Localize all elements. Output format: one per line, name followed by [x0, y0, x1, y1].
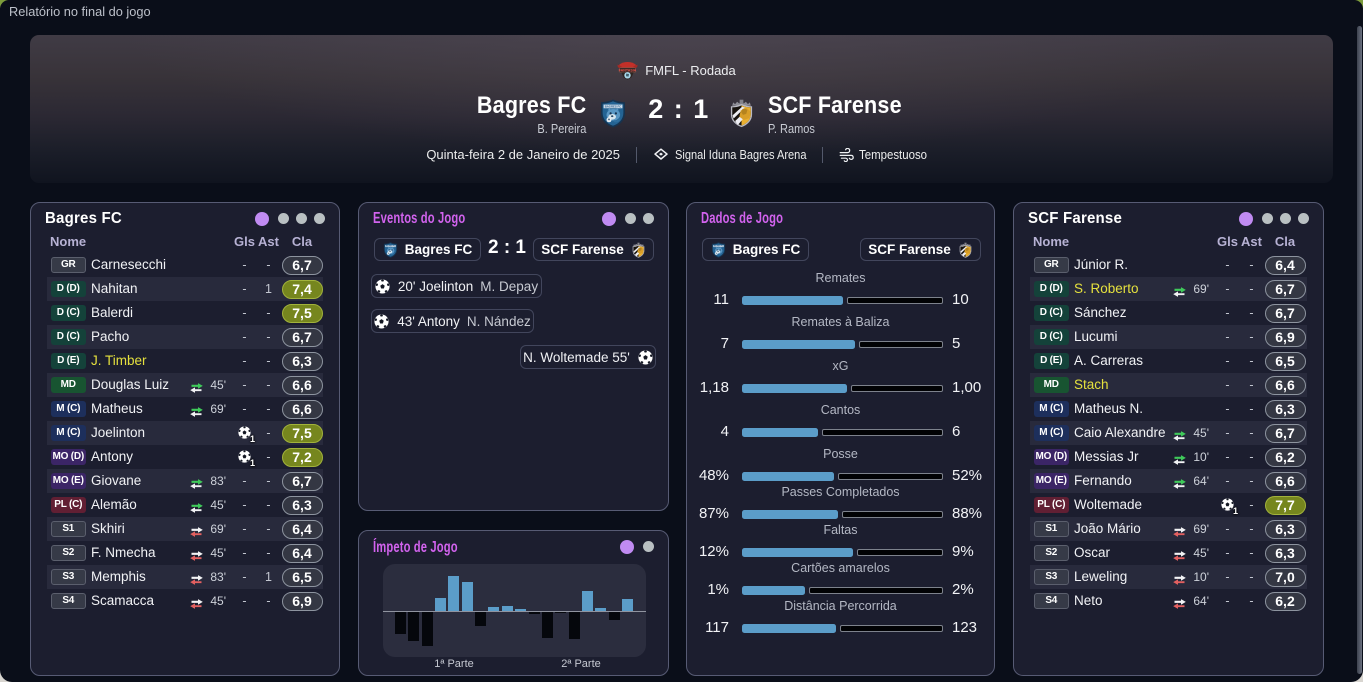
svg-text:FANTASIA: FANTASIA [619, 69, 637, 73]
svg-text:BAGRES FC: BAGRES FC [605, 104, 621, 108]
svg-text:BAGRES FC: BAGRES FC [386, 244, 396, 247]
svg-text:BAGRES FC: BAGRES FC [714, 244, 724, 247]
